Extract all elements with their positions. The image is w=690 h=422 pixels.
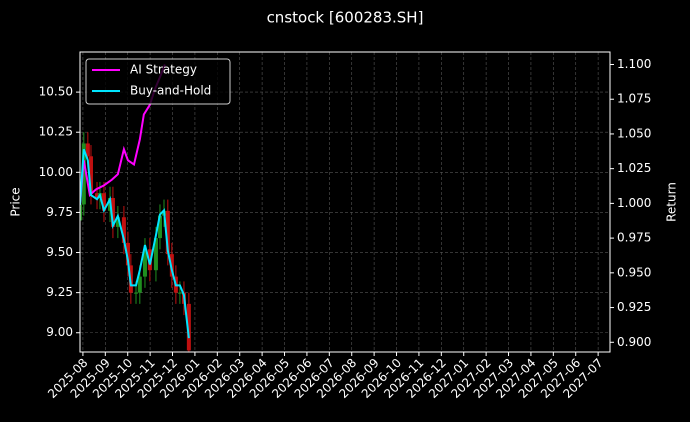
legend-label: AI Strategy — [130, 63, 197, 77]
candle-body — [80, 204, 82, 221]
y-tick-label: 10.50 — [39, 85, 73, 99]
chart-title: cnstock [600283.SH] — [267, 9, 424, 27]
y2-tick-label: 1.050 — [617, 126, 651, 140]
y2-tick-label: 0.950 — [617, 265, 651, 279]
y-tick-label: 9.25 — [46, 285, 73, 299]
y2-tick-label: 0.900 — [617, 335, 651, 349]
y2-tick-label: 0.925 — [617, 300, 651, 314]
y2-tick-label: 1.100 — [617, 57, 651, 71]
legend-label: Buy-and-Hold — [130, 84, 211, 98]
candle-body — [125, 242, 130, 266]
y2-tick-label: 1.000 — [617, 196, 651, 210]
candle-body — [101, 193, 106, 211]
candle-body — [186, 303, 191, 351]
y-tick-label: 10.25 — [39, 125, 73, 139]
y2-tick-label: 1.025 — [617, 161, 651, 175]
candle-body — [142, 249, 147, 277]
candle-body — [85, 143, 90, 157]
y-tick-label: 9.00 — [46, 325, 73, 339]
candle-body — [177, 292, 182, 294]
candle-body — [153, 238, 158, 271]
candle-body — [121, 217, 126, 243]
y-axis-label: Price — [9, 187, 23, 216]
candle-body — [157, 215, 162, 239]
candle-body — [115, 217, 120, 227]
candle-body — [88, 156, 93, 194]
y-tick-label: 9.75 — [46, 205, 73, 219]
candle-body — [137, 276, 142, 293]
plot-area — [80, 64, 191, 352]
candle-body — [165, 210, 170, 255]
y-tick-label: 10.00 — [39, 165, 73, 179]
legend: AI Strategy Buy-and-Hold — [85, 58, 231, 105]
y2-axis-label: Return — [665, 182, 679, 222]
candle-body — [81, 143, 86, 205]
line — [80, 148, 190, 339]
plot-frame — [79, 51, 611, 353]
y2-tick-label: 1.075 — [617, 92, 651, 106]
y-tick-label: 9.50 — [46, 245, 73, 259]
candle-body — [95, 193, 100, 198]
legend-box — [85, 58, 231, 105]
candle-body — [134, 292, 139, 294]
y2-tick-label: 0.975 — [617, 231, 651, 245]
candle-body — [110, 197, 115, 227]
